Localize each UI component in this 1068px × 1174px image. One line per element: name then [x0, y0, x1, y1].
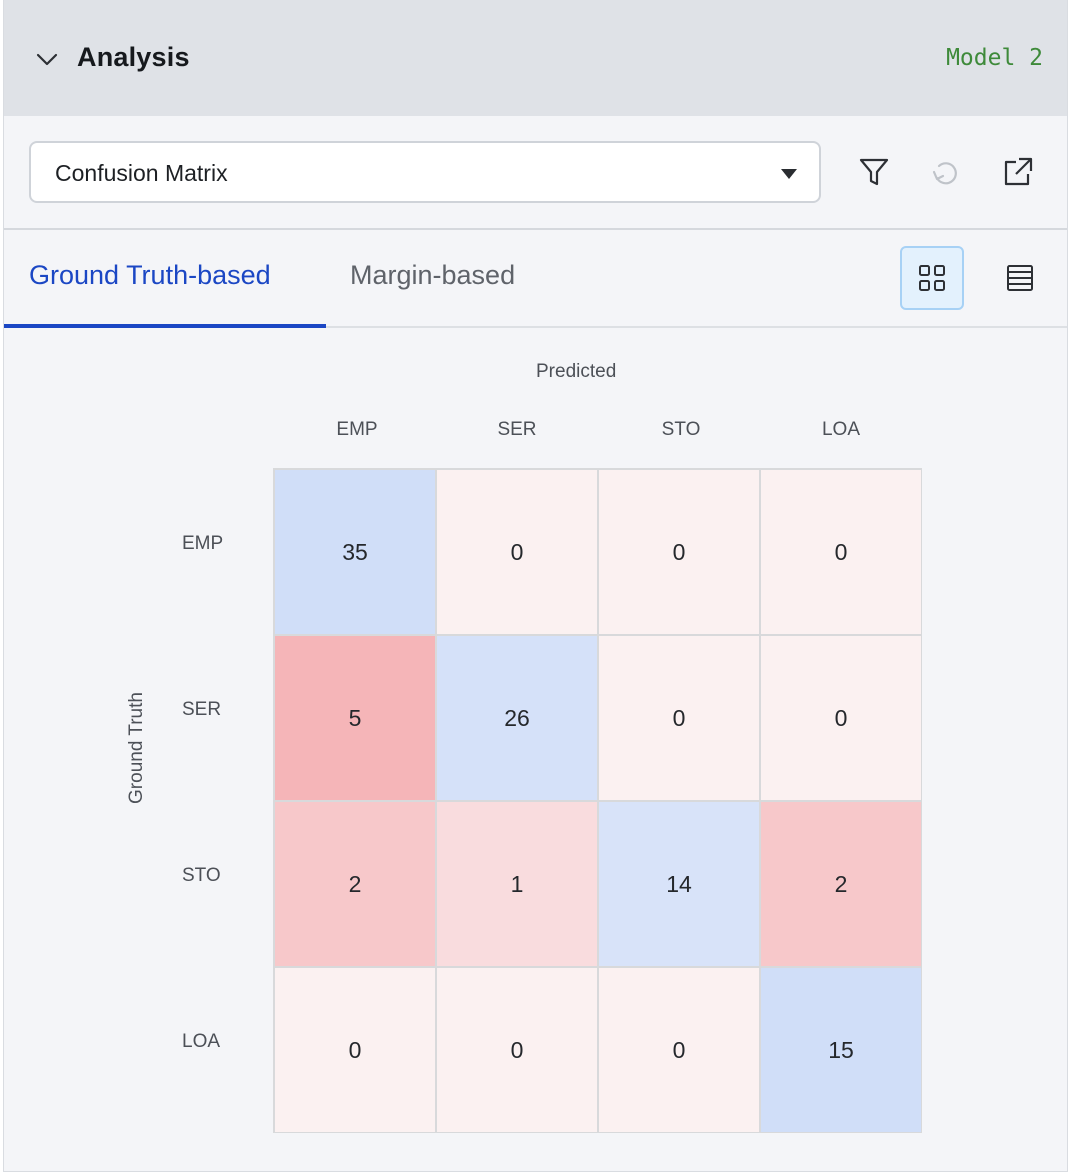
list-view-button[interactable] [988, 246, 1052, 310]
analysis-panel: Analysis Model 2 Confusion Matrix Ground… [3, 0, 1068, 1172]
matrix-cell[interactable]: 0 [437, 470, 597, 634]
analysis-type-value: Confusion Matrix [55, 160, 228, 186]
matrix-cell[interactable]: 14 [599, 802, 759, 966]
matrix-grid: 35 0 0 0 5 26 0 0 2 1 14 2 0 0 0 15 [273, 468, 922, 1133]
matrix-cell[interactable]: 26 [437, 636, 597, 800]
column-header-ser: SER [497, 419, 537, 440]
caret-down-icon [781, 169, 797, 179]
row-header-ser: SER [182, 699, 222, 720]
matrix-cell[interactable]: 15 [761, 968, 921, 1132]
panel-title: Analysis [77, 42, 190, 72]
matrix-cell[interactable]: 0 [761, 470, 921, 634]
matrix-cell[interactable]: 35 [275, 470, 435, 634]
grid-view-icon [919, 265, 945, 291]
list-view-icon [1007, 265, 1033, 291]
grid-view-button[interactable] [900, 246, 964, 310]
filter-icon[interactable] [856, 154, 892, 190]
matrix-cell[interactable]: 0 [599, 968, 759, 1132]
column-header-loa: LOA [821, 419, 861, 440]
predicted-axis-label: Predicted [536, 361, 617, 382]
row-header-sto: STO [182, 865, 221, 886]
open-external-icon[interactable] [1000, 154, 1036, 190]
tab-bar: Ground Truth-based Margin-based [4, 230, 1067, 328]
undo-icon[interactable] [928, 154, 964, 190]
row-header-loa: LOA [182, 1031, 221, 1052]
model-tag: Model 2 [946, 45, 1043, 71]
matrix-cell[interactable]: 0 [599, 470, 759, 634]
matrix-cell[interactable]: 2 [275, 802, 435, 966]
panel-header: Analysis Model 2 [4, 0, 1067, 116]
confusion-matrix: Predicted Ground Truth EMP SER STO LOA E… [4, 328, 1067, 1172]
matrix-cell[interactable]: 5 [275, 636, 435, 800]
toolbar: Confusion Matrix [4, 116, 1067, 230]
matrix-cell[interactable]: 0 [437, 968, 597, 1132]
matrix-cell[interactable]: 0 [599, 636, 759, 800]
chevron-down-icon[interactable] [32, 44, 62, 74]
row-header-emp: EMP [182, 533, 224, 554]
analysis-type-select[interactable]: Confusion Matrix [29, 141, 821, 203]
column-header-emp: EMP [336, 419, 378, 440]
tab-ground-truth-based[interactable]: Ground Truth-based [29, 260, 271, 290]
tab-margin-based[interactable]: Margin-based [350, 260, 516, 290]
matrix-cell[interactable]: 0 [275, 968, 435, 1132]
ground-truth-axis-label: Ground Truth [126, 692, 147, 804]
matrix-cell[interactable]: 1 [437, 802, 597, 966]
matrix-cell[interactable]: 0 [761, 636, 921, 800]
active-tab-indicator [4, 324, 326, 328]
column-header-sto: STO [661, 419, 701, 440]
matrix-cell[interactable]: 2 [761, 802, 921, 966]
